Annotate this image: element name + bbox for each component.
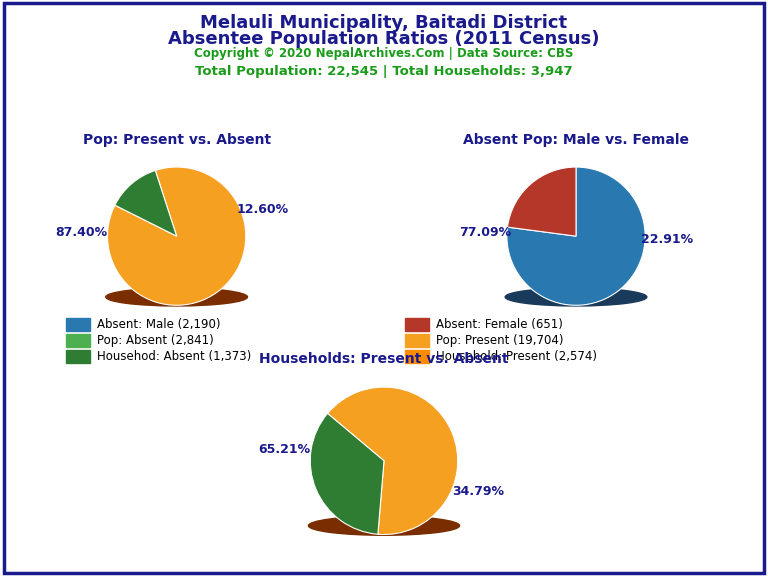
Bar	[405, 350, 429, 363]
Text: Household: Present (2,574): Household: Present (2,574)	[436, 350, 597, 363]
Text: Copyright © 2020 NepalArchives.Com | Data Source: CBS: Copyright © 2020 NepalArchives.Com | Dat…	[194, 47, 574, 60]
Bar	[405, 318, 429, 331]
Text: Absent: Male (2,190): Absent: Male (2,190)	[97, 318, 220, 331]
Bar	[66, 334, 91, 347]
Ellipse shape	[106, 288, 247, 306]
Text: Total Population: 22,545 | Total Households: 3,947: Total Population: 22,545 | Total Househo…	[195, 65, 573, 78]
Bar	[66, 318, 91, 331]
Title: Absent Pop: Male vs. Female: Absent Pop: Male vs. Female	[463, 133, 689, 147]
Bar	[66, 350, 91, 363]
Ellipse shape	[309, 516, 459, 535]
Text: 77.09%: 77.09%	[458, 226, 511, 239]
Wedge shape	[310, 414, 384, 535]
Text: Absentee Population Ratios (2011 Census): Absentee Population Ratios (2011 Census)	[168, 30, 600, 48]
Text: Househod: Absent (1,373): Househod: Absent (1,373)	[97, 350, 251, 363]
Text: 65.21%: 65.21%	[258, 444, 310, 456]
Title: Pop: Present vs. Absent: Pop: Present vs. Absent	[83, 133, 270, 147]
Bar	[405, 334, 429, 347]
Text: 87.40%: 87.40%	[55, 226, 108, 239]
Text: 34.79%: 34.79%	[452, 485, 505, 498]
Text: 12.60%: 12.60%	[237, 203, 289, 217]
Wedge shape	[108, 167, 246, 305]
Text: Pop: Absent (2,841): Pop: Absent (2,841)	[97, 334, 214, 347]
Wedge shape	[115, 170, 177, 236]
Text: Pop: Present (19,704): Pop: Present (19,704)	[436, 334, 564, 347]
Text: 22.91%: 22.91%	[641, 233, 694, 246]
Ellipse shape	[505, 288, 647, 306]
Wedge shape	[507, 167, 645, 305]
Wedge shape	[508, 167, 576, 236]
Wedge shape	[327, 387, 458, 535]
Title: Households: Present vs. Absent: Households: Present vs. Absent	[260, 352, 508, 366]
Text: Absent: Female (651): Absent: Female (651)	[436, 318, 563, 331]
Text: Melauli Municipality, Baitadi District: Melauli Municipality, Baitadi District	[200, 14, 568, 32]
